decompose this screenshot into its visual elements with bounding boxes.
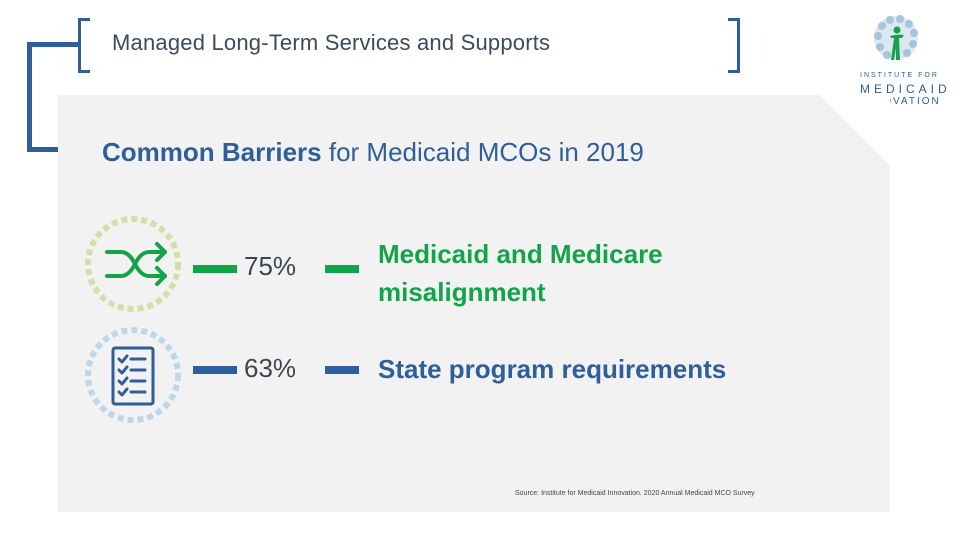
barrier-row-1-icon: [83, 214, 183, 314]
barrier-row-2-icon: [83, 325, 183, 425]
barrier-row-1-label-line-2: misalignment: [378, 277, 546, 307]
logo-figure-icon: [874, 15, 918, 60]
content-panel: [58, 95, 890, 512]
logo-line-1: INSTITUTE FOR: [860, 72, 939, 79]
logo-line-2: MEDICAID: [860, 82, 951, 96]
barrier-row-2-label: State program requirements: [378, 350, 726, 388]
barrier-row-2-connector-left: [193, 366, 237, 374]
page-title: Managed Long-Term Services and Supports: [112, 30, 551, 55]
barrier-row-2-label-line-1: State program requirements: [378, 354, 727, 384]
logo: INSTITUTE FOR MEDICAID INNOVATION: [860, 8, 951, 110]
barrier-row-1-percent: 75%: [244, 251, 297, 281]
barrier-row-1-label-line-1: Medicaid and Medicare: [378, 239, 663, 269]
source-note: Source: Institute for Medicaid Innovatio…: [515, 490, 755, 497]
barrier-row-1-label: Medicaid and Medicare misalignment: [378, 235, 663, 311]
section-subtitle: Common Barriers for Medicaid MCOs in 201…: [102, 137, 644, 168]
barrier-row-1-connector-left: [193, 265, 237, 273]
shuffle-icon: [85, 216, 181, 312]
panel-corner-cut: [820, 95, 890, 165]
checklist-icon: [85, 327, 181, 423]
subtitle-emphasis: Common Barriers: [102, 137, 322, 167]
logo-line-3: INNOVATION: [860, 96, 941, 107]
barrier-row-2-connector-right: [325, 366, 359, 374]
subtitle-rest: for Medicaid MCOs in 2019: [321, 137, 644, 167]
barrier-row-1-connector-right: [325, 265, 359, 273]
barrier-row-2-percent: 63%: [244, 353, 297, 383]
